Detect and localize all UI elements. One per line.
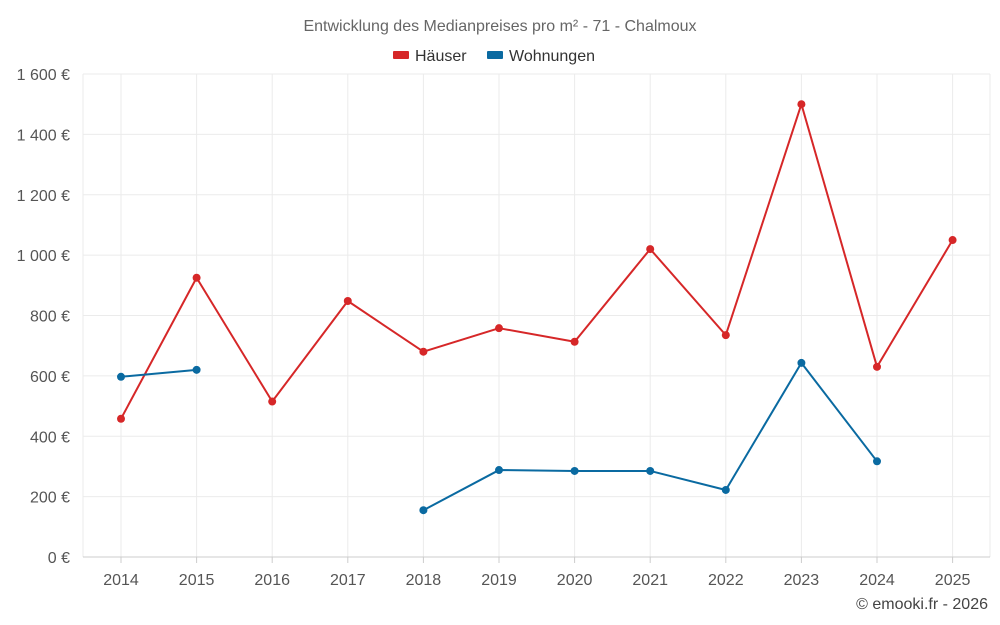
data-point-wohnungen-2015[interactable] [192, 365, 201, 374]
x-tick-label: 2016 [254, 572, 290, 589]
x-tick-label: 2014 [103, 572, 139, 589]
legend-label-haeuser: Häuser [415, 48, 467, 65]
data-point-haeuser-2015[interactable] [192, 273, 201, 282]
x-tick-label: 2025 [935, 572, 971, 589]
x-tick-label: 2021 [632, 572, 668, 589]
legend-item-haeuser[interactable]: Häuser [393, 48, 467, 65]
data-point-haeuser-2022[interactable] [721, 331, 730, 340]
y-tick-label: 1 400 € [17, 127, 70, 144]
data-point-haeuser-2016[interactable] [268, 397, 277, 406]
data-point-haeuser-2019[interactable] [495, 324, 503, 333]
data-point-wohnungen-2022[interactable] [721, 485, 730, 494]
y-tick-label: 1 600 € [17, 67, 70, 84]
data-point-haeuser-2021[interactable] [646, 245, 655, 254]
data-point-haeuser-2018[interactable] [419, 347, 428, 356]
chart-title: Entwicklung des Medianpreises pro m² - 7… [303, 18, 696, 35]
x-tick-label: 2020 [557, 572, 593, 589]
legend-swatch-haeuser [393, 51, 409, 59]
legend-item-wohnungen[interactable]: Wohnungen [487, 48, 595, 65]
x-tick-label: 2018 [406, 572, 442, 589]
data-point-haeuser-2025[interactable] [948, 236, 957, 245]
y-tick-label: 400 € [30, 429, 70, 446]
data-point-wohnungen-2024[interactable] [873, 457, 881, 466]
x-tick-label: 2022 [708, 572, 744, 589]
x-tick-label: 2017 [330, 572, 366, 589]
data-point-haeuser-2017[interactable] [343, 297, 352, 306]
y-tick-label: 200 € [30, 490, 70, 507]
legend: Häuser Wohnungen [393, 48, 595, 65]
y-tick-label: 800 € [30, 309, 70, 326]
series-line-wohnungen [120, 368, 197, 378]
x-tick-label: 2019 [481, 572, 517, 589]
data-point-wohnungen-2021[interactable] [646, 466, 655, 475]
series-haeuser [117, 100, 957, 423]
x-tick-label: 2023 [784, 572, 820, 589]
series-layer [117, 100, 957, 515]
data-point-wohnungen-2014[interactable] [117, 372, 125, 381]
data-point-haeuser-2023[interactable] [797, 100, 806, 109]
data-point-haeuser-2024[interactable] [873, 362, 881, 371]
series-line-haeuser [120, 103, 954, 420]
series-wohnungen [117, 358, 881, 515]
legend-swatch-wohnungen [487, 51, 503, 59]
data-point-haeuser-2014[interactable] [117, 414, 125, 423]
legend-label-wohnungen: Wohnungen [509, 48, 595, 65]
y-tick-label: 0 € [48, 550, 70, 567]
data-point-haeuser-2020[interactable] [570, 337, 579, 346]
y-tick-label: 1 000 € [17, 248, 70, 265]
grid [82, 73, 991, 557]
y-tick-label: 1 200 € [17, 188, 70, 205]
x-tick-label: 2024 [859, 572, 895, 589]
data-point-wohnungen-2023[interactable] [797, 358, 806, 367]
x-tick-label: 2015 [179, 572, 215, 589]
data-point-wohnungen-2018[interactable] [419, 506, 428, 515]
credit-text: © emooki.fr - 2026 [856, 596, 988, 613]
axes: 0 € 200 € 400 € 600 € 800 € 1 000 € 1 200 € 1 4… [17, 67, 990, 589]
data-point-wohnungen-2020[interactable] [570, 466, 579, 475]
data-point-wohnungen-2019[interactable] [495, 466, 503, 475]
y-tick-label: 600 € [30, 369, 70, 386]
